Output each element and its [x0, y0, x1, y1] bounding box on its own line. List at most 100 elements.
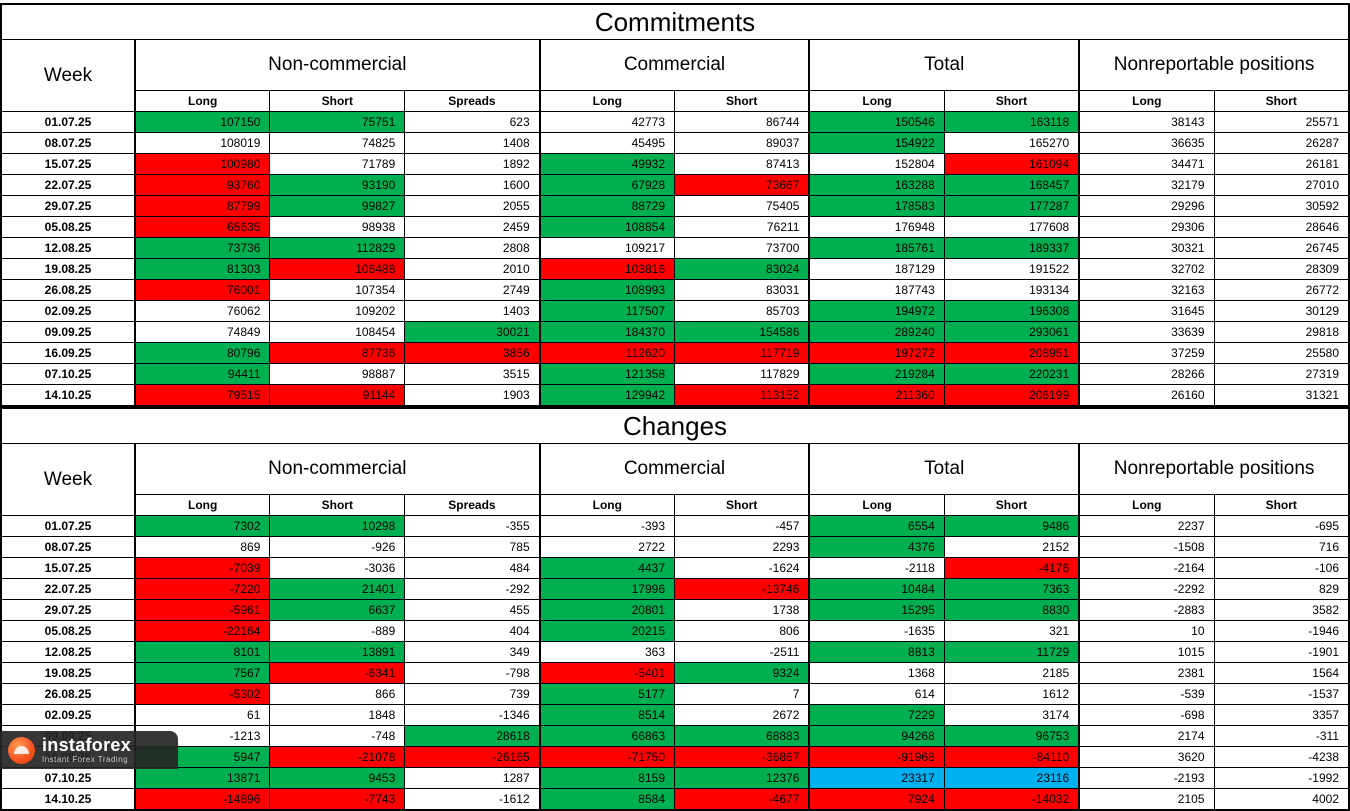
value-cell: 193134 — [943, 279, 1080, 301]
value-cell: 191522 — [943, 258, 1080, 280]
value-cell: -698 — [1078, 704, 1215, 726]
value-cell: -889 — [269, 620, 406, 642]
group-commercial: Commercial — [538, 39, 810, 91]
col-header-nc-long: Long — [134, 494, 271, 516]
value-cell: -13746 — [674, 578, 810, 600]
week-cell: 29.07.25 — [0, 599, 136, 621]
table-row: 02.09.25 61 1848 -1346 8514 2672 7229 3174 -698 3… — [0, 704, 1350, 726]
col-header-c-short: Short — [674, 494, 810, 516]
week-cell: 01.07.25 — [0, 111, 136, 133]
table-row: 01.07.25 107150 75751 623 42773 86744 150546 16… — [0, 111, 1350, 133]
cot-report-sheet: Commitments Week Non-commercial Commerci… — [0, 3, 1350, 811]
col-header-nr-short: Short — [1213, 90, 1350, 112]
value-cell: 107354 — [269, 279, 406, 301]
value-cell: 76211 — [674, 216, 810, 238]
value-cell: 8830 — [943, 599, 1080, 621]
value-cell: -748 — [269, 725, 406, 747]
value-cell: 49932 — [538, 153, 675, 175]
value-cell: -311 — [1213, 725, 1350, 747]
table-row: 14.10.25 79515 91144 1903 129942 113152 211360… — [0, 384, 1350, 407]
value-cell: 32163 — [1078, 279, 1215, 301]
value-cell: 289240 — [808, 321, 945, 343]
value-cell: -7220 — [134, 578, 271, 600]
value-cell: 866 — [269, 683, 406, 705]
value-cell: 37259 — [1078, 342, 1215, 364]
value-cell: 73736 — [134, 237, 271, 259]
value-cell: -1901 — [1213, 641, 1350, 663]
value-cell: 4376 — [808, 536, 945, 558]
table-row: 05.08.25 65635 98938 2459 108854 76211 176948 1… — [0, 216, 1350, 238]
value-cell: 28646 — [1213, 216, 1350, 238]
value-cell: -1508 — [1078, 536, 1215, 558]
value-cell: 109217 — [538, 237, 675, 259]
value-cell: 108854 — [538, 216, 675, 238]
group-nonreportable: Nonreportable positions — [1078, 39, 1350, 91]
value-cell: 3582 — [1213, 599, 1350, 621]
value-cell: 2152 — [943, 536, 1080, 558]
value-cell: 3620 — [1078, 746, 1215, 768]
value-cell: 31645 — [1078, 300, 1215, 322]
value-cell: 2010 — [404, 258, 541, 280]
value-cell: 88729 — [538, 195, 675, 217]
table-row: 15.07.25 100980 71789 1892 49932 87413 152804 1… — [0, 153, 1350, 175]
value-cell: 32179 — [1078, 174, 1215, 196]
value-cell: 163288 — [808, 174, 945, 196]
value-cell: 3174 — [943, 704, 1080, 726]
value-cell: 28309 — [1213, 258, 1350, 280]
value-cell: 28618 — [404, 725, 541, 747]
value-cell: 66863 — [538, 725, 675, 747]
value-cell: 7302 — [134, 515, 271, 537]
table-row: 19.08.25 7567 -6341 -798 -5401 9324 1368 2185 23… — [0, 662, 1350, 684]
value-cell: 117719 — [674, 342, 810, 364]
value-cell: 23317 — [808, 767, 945, 789]
logo-brand-name: instaforex — [42, 735, 132, 755]
week-cell: 14.10.25 — [0, 384, 136, 407]
value-cell: 484 — [404, 557, 541, 579]
value-cell: 93190 — [269, 174, 406, 196]
value-cell: -106 — [1213, 557, 1350, 579]
value-cell: 112829 — [269, 237, 406, 259]
value-cell: -91968 — [808, 746, 945, 768]
group-total: Total — [808, 39, 1080, 91]
value-cell: 197272 — [808, 342, 945, 364]
table-row: 02.09.25 76062 109202 1403 117507 85703 194972… — [0, 300, 1350, 322]
week-column-header: Week — [0, 39, 136, 112]
week-cell: 16.09.25 — [0, 342, 136, 364]
value-cell: 189337 — [943, 237, 1080, 259]
value-cell: 103816 — [538, 258, 675, 280]
table-body-0: 01.07.25 107150 75751 623 42773 86744 150546 16… — [0, 111, 1350, 407]
week-cell: 15.07.25 — [0, 153, 136, 175]
week-cell: 08.07.25 — [0, 536, 136, 558]
value-cell: 10 — [1078, 620, 1215, 642]
value-cell: -1992 — [1213, 767, 1350, 789]
value-cell: 177608 — [943, 216, 1080, 238]
value-cell: -2511 — [674, 641, 810, 663]
value-cell: 1738 — [674, 599, 810, 621]
week-cell: 05.08.25 — [0, 620, 136, 642]
col-header-nr-long: Long — [1078, 494, 1215, 516]
value-cell: 33639 — [1078, 321, 1215, 343]
value-cell: -457 — [674, 515, 810, 537]
value-cell: 38143 — [1078, 111, 1215, 133]
value-cell: 178583 — [808, 195, 945, 217]
value-cell: 165270 — [943, 132, 1080, 154]
value-cell: 27010 — [1213, 174, 1350, 196]
value-cell: 68883 — [674, 725, 810, 747]
value-cell: 98938 — [269, 216, 406, 238]
value-cell: -5961 — [134, 599, 271, 621]
value-cell: 219284 — [808, 363, 945, 385]
value-cell: 25580 — [1213, 342, 1350, 364]
week-cell: 19.08.25 — [0, 662, 136, 684]
week-cell: 08.07.25 — [0, 132, 136, 154]
value-cell: 8514 — [538, 704, 675, 726]
value-cell: 26160 — [1078, 384, 1215, 407]
value-cell: 42773 — [538, 111, 675, 133]
value-cell: 30129 — [1213, 300, 1350, 322]
table-row: 01.07.25 7302 10298 -355 -393 -457 6554 9486 223… — [0, 515, 1350, 537]
table-row: 15.07.25 -7039 -3036 484 4437 -1624 -2118 -4176… — [0, 557, 1350, 579]
value-cell: 614 — [808, 683, 945, 705]
week-cell: 02.09.25 — [0, 300, 136, 322]
value-cell: 99827 — [269, 195, 406, 217]
value-cell: 2808 — [404, 237, 541, 259]
value-cell: 2293 — [674, 536, 810, 558]
